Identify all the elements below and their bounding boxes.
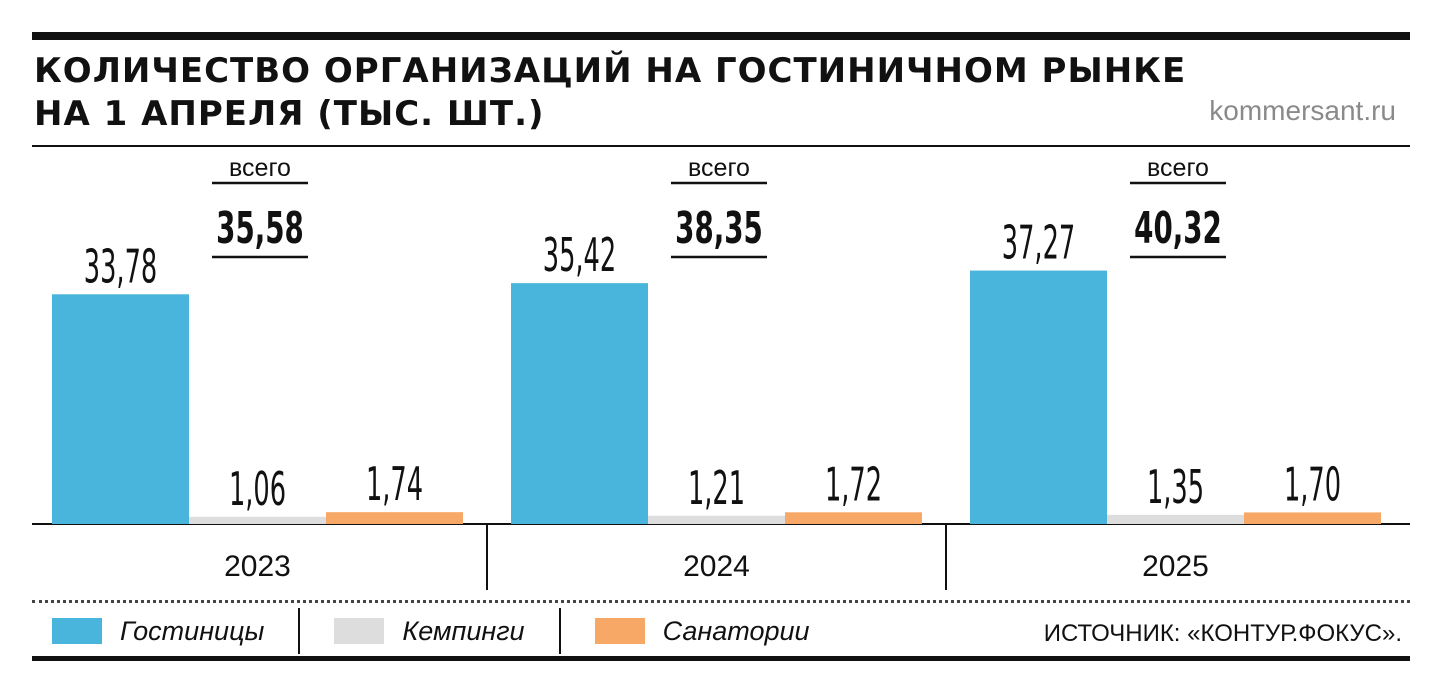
data-label-2023-1: 33,78 [84,240,157,294]
bar-2023-2 [189,516,326,524]
total-caption-2025: всего [1147,154,1209,182]
data-label-2024-3: 1,72 [825,458,882,512]
bar-2025-3 [1244,512,1381,524]
legend-swatch-campings [334,618,385,644]
site-credit: kommersant.ru [1209,95,1396,126]
legend-swatch-hotels [52,618,102,644]
legend-label-campings: Кемпинги [402,615,525,646]
data-label-2023-3: 1,74 [366,458,423,512]
data-label-2024-1: 35,42 [543,229,616,283]
chart-title: КОЛИЧЕСТВО ОРГАНИЗАЦИЙ НА ГОСТИНИЧНОМ РЫ… [34,50,1186,136]
legend-item-hotels: Гостиницы [52,608,301,654]
bar-2024-1 [511,283,648,524]
bar-2024-2 [648,515,785,524]
data-label-2025-2: 1,35 [1147,461,1204,515]
total-caption-2024: всего [688,154,750,182]
bar-2023-3 [326,512,463,524]
top-rule [32,32,1410,40]
total-value-2025: 40,32 [1134,202,1222,253]
year-label-2024: 2024 [683,550,750,583]
total-value-2024: 38,35 [675,202,763,253]
legend-item-campings: Кемпинги [334,608,561,654]
bar-2024-3 [785,512,922,524]
title-line-2: НА 1 АПРЕЛЯ (ТЫС. ШТ.) [34,94,545,134]
data-label-2024-2: 1,21 [688,462,745,516]
legend: Гостиницы Кемпинги Санатории [52,608,878,654]
title-line-1: КОЛИЧЕСТВО ОРГАНИЗАЦИЙ НА ГОСТИНИЧНОМ РЫ… [34,51,1187,91]
bar-chart: 33,78 1,06 1,74 всего 35,58 2023 35,42 1,21 1,72… [32,154,1410,590]
legend-label-sanatoriums: Санатории [662,615,810,646]
bar-2025-2 [1107,514,1244,524]
dotted-divider [32,600,1410,603]
total-caption-2023: всего [229,154,291,182]
data-label-2025-1: 37,27 [1002,216,1075,270]
bar-2023-1 [52,294,189,524]
data-label-2025-3: 1,70 [1284,458,1341,512]
year-label-2023: 2023 [224,550,291,583]
source-note: ИСТОЧНИК: «КОНТУР.ФОКУС». [1043,620,1402,647]
header-rule [32,145,1410,147]
bottom-rule [32,656,1410,661]
legend-item-sanatoriums: Санатории [594,608,844,654]
data-label-2023-2: 1,06 [229,463,286,517]
legend-swatch-sanatoriums [594,618,645,644]
legend-label-hotels: Гостиницы [120,615,265,646]
total-value-2023: 35,58 [216,202,304,253]
bar-2025-1 [970,270,1107,524]
year-label-2025: 2025 [1142,550,1209,583]
